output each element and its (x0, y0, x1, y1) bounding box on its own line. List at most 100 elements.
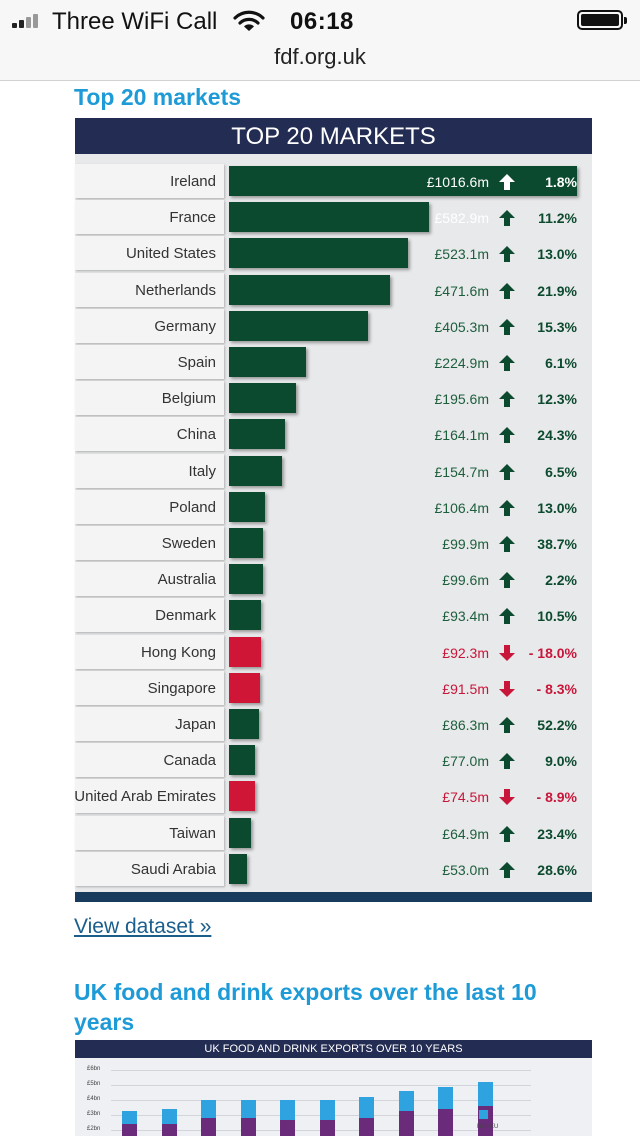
change-label: 12.3% (537, 391, 577, 408)
exports-heading-line2: years (74, 1009, 135, 1035)
value-bar (229, 166, 577, 196)
value-label: £77.0m (442, 753, 489, 770)
exports-chart-title: UK FOOD AND DRINK EXPORTS OVER 10 YEARS (75, 1040, 592, 1058)
country-label-cell: Italy (75, 453, 224, 488)
change-label: 9.0% (545, 753, 577, 770)
country-label: Japan (175, 716, 216, 733)
view-dataset-link[interactable]: View dataset » (74, 915, 212, 938)
country-label: Ireland (170, 173, 216, 190)
value-bar (229, 745, 256, 776)
value-bar (229, 781, 255, 812)
arrow-up-icon (497, 607, 517, 625)
value-bar (229, 383, 296, 414)
arrow-up-icon (497, 318, 517, 336)
battery-icon (577, 10, 627, 30)
chart-row: Sweden £99.9m 38.7% (75, 526, 592, 560)
exports-bar-non-eu (359, 1097, 374, 1118)
chart-row: Ireland £1016.6m 1.8% (75, 164, 592, 198)
value-label: £93.4m (442, 608, 489, 625)
arrow-up-icon (497, 499, 517, 517)
chart-row: United States £523.1m 13.0% (75, 236, 592, 271)
arrow-up-icon (497, 173, 517, 191)
chart-row: Netherlands £471.6m 21.9% (75, 272, 592, 307)
value-bar (229, 817, 252, 848)
value-bar (229, 528, 264, 558)
country-label: Spain (177, 354, 216, 371)
chart-row: Belgium £195.6m 12.3% (75, 381, 592, 416)
arrow-up-icon (497, 571, 517, 589)
chart-row: Spain £224.9m 6.1% (75, 345, 592, 379)
y-tick-label: £3bn (87, 1111, 101, 1117)
arrow-up-icon (497, 209, 517, 227)
country-label: Hong Kong (140, 643, 216, 661)
value-label: £53.0m (442, 861, 489, 878)
chart-row: Australia £99.6m 2.2% (75, 562, 592, 597)
address-bar[interactable]: fdf.org.uk (0, 40, 640, 81)
chart-row: France £582.9m 11.2% (75, 200, 592, 235)
chart-row: China £164.1m 24.3% (75, 417, 592, 452)
value-bar (229, 455, 282, 486)
change-label: 24.3% (537, 427, 577, 444)
value-bar (229, 419, 286, 450)
value-bar (229, 238, 409, 269)
value-label: £224.9m (434, 355, 489, 371)
top-markets-heading: Top 20 markets (74, 84, 242, 110)
y-tick-label: £6bn (87, 1066, 101, 1072)
country-label: Sweden (161, 535, 216, 552)
exports-heading-line1: UK food and drink exports over the last … (74, 979, 537, 1005)
country-label: Germany (154, 317, 216, 335)
country-label-cell: United States (75, 236, 224, 271)
value-label: £99.6m (442, 572, 489, 589)
y-tick-label: £4bn (87, 1096, 101, 1102)
country-label: Italy (188, 462, 216, 480)
country-label-cell: Japan (75, 707, 224, 741)
country-label: Taiwan (169, 824, 216, 842)
exports-chart: UK FOOD AND DRINK EXPORTS OVER 10 YEARS … (75, 1040, 592, 1136)
country-label: France (169, 209, 216, 227)
wifi-icon (233, 10, 265, 31)
country-label-cell: Hong Kong (75, 634, 224, 669)
gridline (111, 1070, 531, 1071)
exports-bar-non-eu (280, 1100, 295, 1120)
legend-swatch-non-eu (479, 1110, 488, 1119)
exports-bar-lower (438, 1109, 453, 1136)
country-label: Netherlands (135, 281, 216, 299)
country-label-cell: Netherlands (75, 272, 224, 307)
exports-bar-lower (161, 1124, 177, 1136)
country-label-cell: France (75, 200, 224, 235)
y-tick-label: £2bn (87, 1126, 101, 1132)
chart-row: Taiwan £64.9m 23.4% (75, 815, 592, 850)
arrow-down-icon (497, 644, 517, 662)
status-bar: Three WiFi Call 06:18 (0, 0, 640, 40)
chart-row: Germany £405.3m 15.3% (75, 308, 592, 343)
change-label: 2.2% (545, 572, 577, 589)
chart-row: Italy £154.7m 6.5% (75, 453, 592, 488)
arrow-up-icon (497, 535, 517, 553)
value-label: £74.5m (442, 789, 489, 806)
arrow-up-icon (497, 861, 517, 879)
chart-row: Japan £86.3m 52.2% (75, 707, 592, 741)
country-label: Saudi Arabia (130, 860, 216, 878)
url-text[interactable]: fdf.org.uk (274, 44, 366, 69)
change-label: 13.0% (537, 499, 577, 516)
country-label: Singapore (147, 679, 216, 697)
exports-bar-lower (398, 1110, 414, 1136)
country-label-cell: Ireland (75, 164, 224, 198)
country-label-cell: Canada (75, 743, 224, 778)
exports-bar-non-eu (398, 1091, 414, 1111)
arrow-down-icon (497, 680, 517, 698)
value-bar (229, 202, 429, 233)
value-label: £582.9m (434, 210, 489, 227)
arrow-up-icon (497, 245, 517, 263)
country-label-cell: Denmark (75, 598, 224, 633)
country-label-cell: Belgium (75, 381, 224, 416)
value-bar (229, 491, 266, 522)
value-label: £195.6m (434, 391, 489, 408)
change-label: 11.2% (538, 210, 577, 227)
exports-bar-non-eu (319, 1100, 335, 1120)
country-label: Australia (157, 571, 216, 589)
clock: 06:18 (290, 8, 354, 35)
value-bar (229, 310, 368, 341)
chart-footer-bar (75, 892, 592, 902)
value-label: £92.3m (442, 644, 489, 661)
